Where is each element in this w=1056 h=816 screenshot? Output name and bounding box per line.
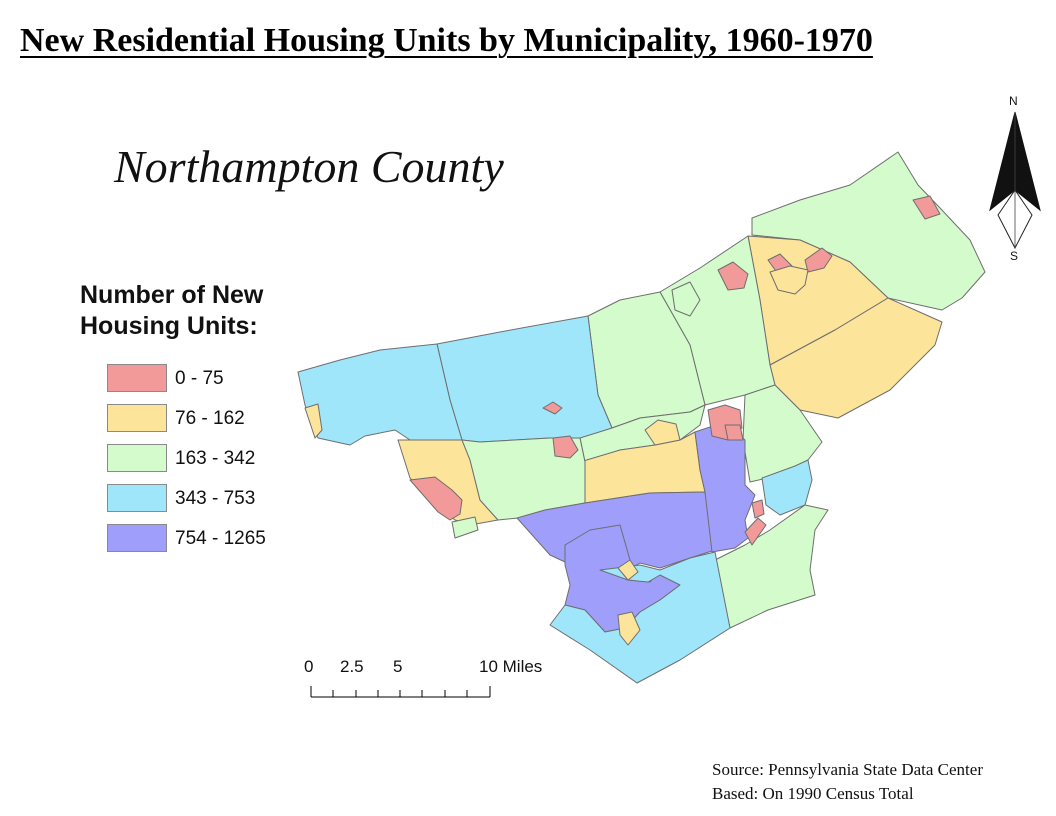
- north-label: N: [1009, 94, 1018, 108]
- scale-bar: [310, 686, 491, 698]
- legend-item-class-4: 343 - 753: [107, 484, 347, 514]
- source-note: Source: Pennsylvania State Data Center B…: [712, 758, 983, 806]
- legend-title: Number of New Housing Units:: [80, 280, 340, 342]
- municipality-region: [761, 459, 813, 516]
- legend-item-class-1: 0 - 75: [107, 364, 347, 394]
- legend-title-line1: Number of New: [80, 281, 264, 309]
- scale-label-0: 0: [304, 657, 314, 676]
- legend-item-class-5: 754 - 1265: [107, 524, 347, 554]
- municipality-region: [769, 265, 809, 295]
- municipality-region: [769, 297, 943, 419]
- legend-swatch: [107, 524, 167, 552]
- legend-label: 0 - 75: [175, 368, 224, 389]
- source-line: Source: Pennsylvania State Data Center: [712, 760, 983, 779]
- municipality-region: [744, 517, 767, 546]
- municipality-region: [751, 499, 765, 519]
- legend-swatch: [107, 484, 167, 512]
- municipality-region: [549, 551, 731, 684]
- municipality-region: [542, 401, 563, 415]
- legend-title-line2: Housing Units:: [80, 312, 258, 340]
- municipality-region: [617, 611, 641, 646]
- legend-label: 343 - 753: [175, 488, 256, 509]
- municipality-region: [297, 343, 463, 446]
- municipality-region: [617, 559, 639, 581]
- municipality-region: [671, 281, 701, 317]
- legend-item-class-2: 76 - 162: [107, 404, 347, 434]
- scale-label-5: 5: [393, 657, 403, 676]
- source-line: Based: On 1990 Census Total: [712, 784, 914, 803]
- municipality-region: [552, 435, 579, 459]
- south-label: S: [1010, 249, 1019, 263]
- scale-label-2-5: 2.5: [340, 657, 364, 676]
- municipality-region: [436, 315, 613, 443]
- municipality-regions: [297, 151, 986, 684]
- municipality-region: [724, 424, 744, 441]
- municipality-region: [409, 476, 463, 521]
- legend-item-class-3: 163 - 342: [107, 444, 347, 474]
- legend-swatch: [107, 444, 167, 472]
- legend-label: 754 - 1265: [175, 528, 266, 549]
- municipality-region: [451, 516, 479, 539]
- legend-label: 76 - 162: [175, 408, 245, 429]
- scale-label-10: 10 Miles: [479, 657, 543, 676]
- municipality-region: [912, 195, 941, 220]
- north-arrow-icon: [989, 111, 1041, 250]
- municipality-region: [717, 261, 749, 291]
- legend-swatch: [107, 404, 167, 432]
- legend-swatch: [107, 364, 167, 392]
- municipality-region: [304, 403, 323, 439]
- municipality-region: [644, 419, 681, 446]
- map-title: New Residential Housing Units by Municip…: [20, 22, 873, 59]
- legend-label: 163 - 342: [175, 448, 256, 469]
- county-name: Northampton County: [114, 141, 504, 192]
